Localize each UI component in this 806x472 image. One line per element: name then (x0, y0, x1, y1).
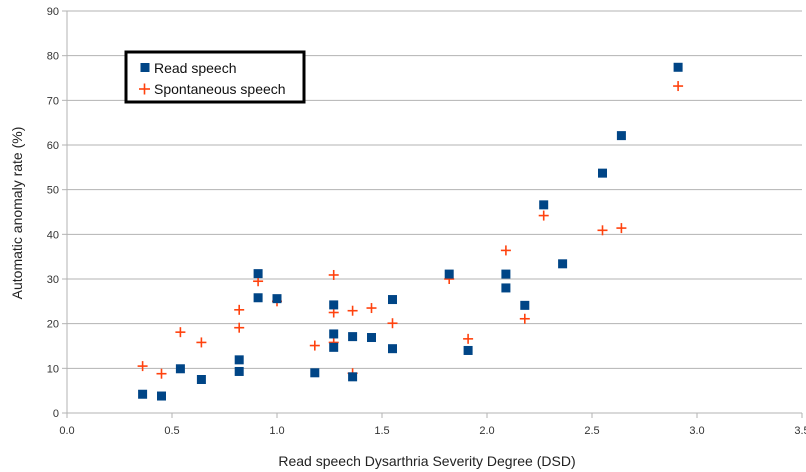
y-tick-label: 60 (47, 140, 59, 152)
read-speech-point (539, 200, 549, 210)
spontaneous-speech-point (234, 322, 245, 333)
spontaneous-speech-point (616, 223, 627, 234)
read-speech-point (598, 168, 607, 178)
spontaneous-speech-point (196, 337, 207, 348)
spontaneous-speech-point (137, 361, 148, 372)
y-tick-label: 0 (53, 408, 59, 420)
axes (66, 11, 802, 414)
read-speech-point (520, 300, 530, 310)
read-speech-point (388, 295, 397, 305)
legend-read-speech-label: Read speech (154, 60, 237, 76)
x-tick-label: 1.5 (374, 425, 389, 437)
y-tick-label: 20 (47, 319, 59, 331)
read-speech-point (388, 344, 397, 354)
x-tick-label: 0.0 (59, 425, 74, 437)
legend-read-speech-marker (140, 63, 150, 72)
legend: Read speech Spontaneous speech (124, 50, 306, 104)
x-tick-labels: 0.0 0.5 1.0 1.5 2.0 2.5 3.0 3.5 (59, 413, 806, 437)
read-speech-point (463, 345, 473, 355)
read-speech-point (329, 329, 339, 339)
y-tick-label: 30 (47, 274, 59, 286)
read-speech-point (234, 366, 244, 376)
y-tick-label: 80 (47, 51, 59, 63)
read-speech-point (348, 332, 358, 342)
read-speech-point (501, 283, 511, 293)
read-speech-point (329, 342, 339, 352)
read-speech-point (253, 269, 263, 279)
read-speech-point (138, 389, 148, 399)
spontaneous-speech-point (500, 245, 511, 256)
spontaneous-speech-point (673, 81, 684, 92)
spontaneous-speech-point (538, 210, 549, 221)
read-speech-point (501, 269, 511, 279)
x-tick-label: 1.0 (269, 425, 284, 437)
y-tick-label: 90 (47, 6, 59, 18)
read-speech-point (310, 368, 320, 378)
data-points (137, 62, 684, 401)
x-axis-title: Read speech Dysarthria Severity Degree (… (278, 453, 575, 469)
spontaneous-speech-point (347, 305, 358, 316)
spontaneous-speech-point (519, 313, 530, 324)
read-speech-point (558, 259, 568, 269)
spontaneous-speech-point (328, 269, 339, 280)
legend-box (124, 50, 306, 104)
spontaneous-speech-point (463, 333, 474, 344)
read-speech-point (444, 269, 454, 279)
spontaneous-speech-point (234, 304, 245, 315)
spontaneous-speech-point (309, 340, 320, 351)
x-tick-label: 3.0 (689, 425, 704, 437)
read-speech-point (616, 131, 626, 141)
read-speech-point (329, 300, 339, 310)
y-tick-label: 50 (47, 185, 59, 197)
spontaneous-speech-point (366, 303, 377, 314)
y-tick-labels: 0 10 20 30 40 50 60 70 80 90 (47, 6, 67, 420)
read-speech-point (348, 372, 358, 382)
spontaneous-speech-point (597, 225, 608, 236)
y-tick-label: 10 (47, 363, 59, 375)
read-speech-point (196, 375, 206, 384)
read-speech-point (253, 293, 263, 303)
read-speech-point (272, 294, 282, 304)
y-tick-label: 70 (47, 95, 59, 107)
read-speech-point (157, 391, 166, 401)
legend-spontaneous-speech-label: Spontaneous speech (154, 81, 286, 97)
x-tick-label: 2.5 (584, 425, 599, 437)
y-tick-label: 40 (47, 229, 59, 241)
read-speech-point (175, 364, 185, 374)
x-tick-label: 3.5 (794, 425, 806, 437)
read-speech-point (673, 62, 683, 72)
legend-spontaneous-speech-marker (139, 83, 150, 95)
spontaneous-speech-point (156, 368, 167, 379)
x-tick-label: 2.0 (479, 425, 494, 437)
spontaneous-speech-point (387, 318, 398, 329)
y-axis-title: Automatic anomaly rate (%) (9, 127, 25, 300)
read-speech-point (367, 333, 376, 343)
read-speech-point (234, 355, 244, 365)
x-tick-label: 0.5 (164, 425, 179, 437)
spontaneous-speech-point (175, 327, 186, 338)
